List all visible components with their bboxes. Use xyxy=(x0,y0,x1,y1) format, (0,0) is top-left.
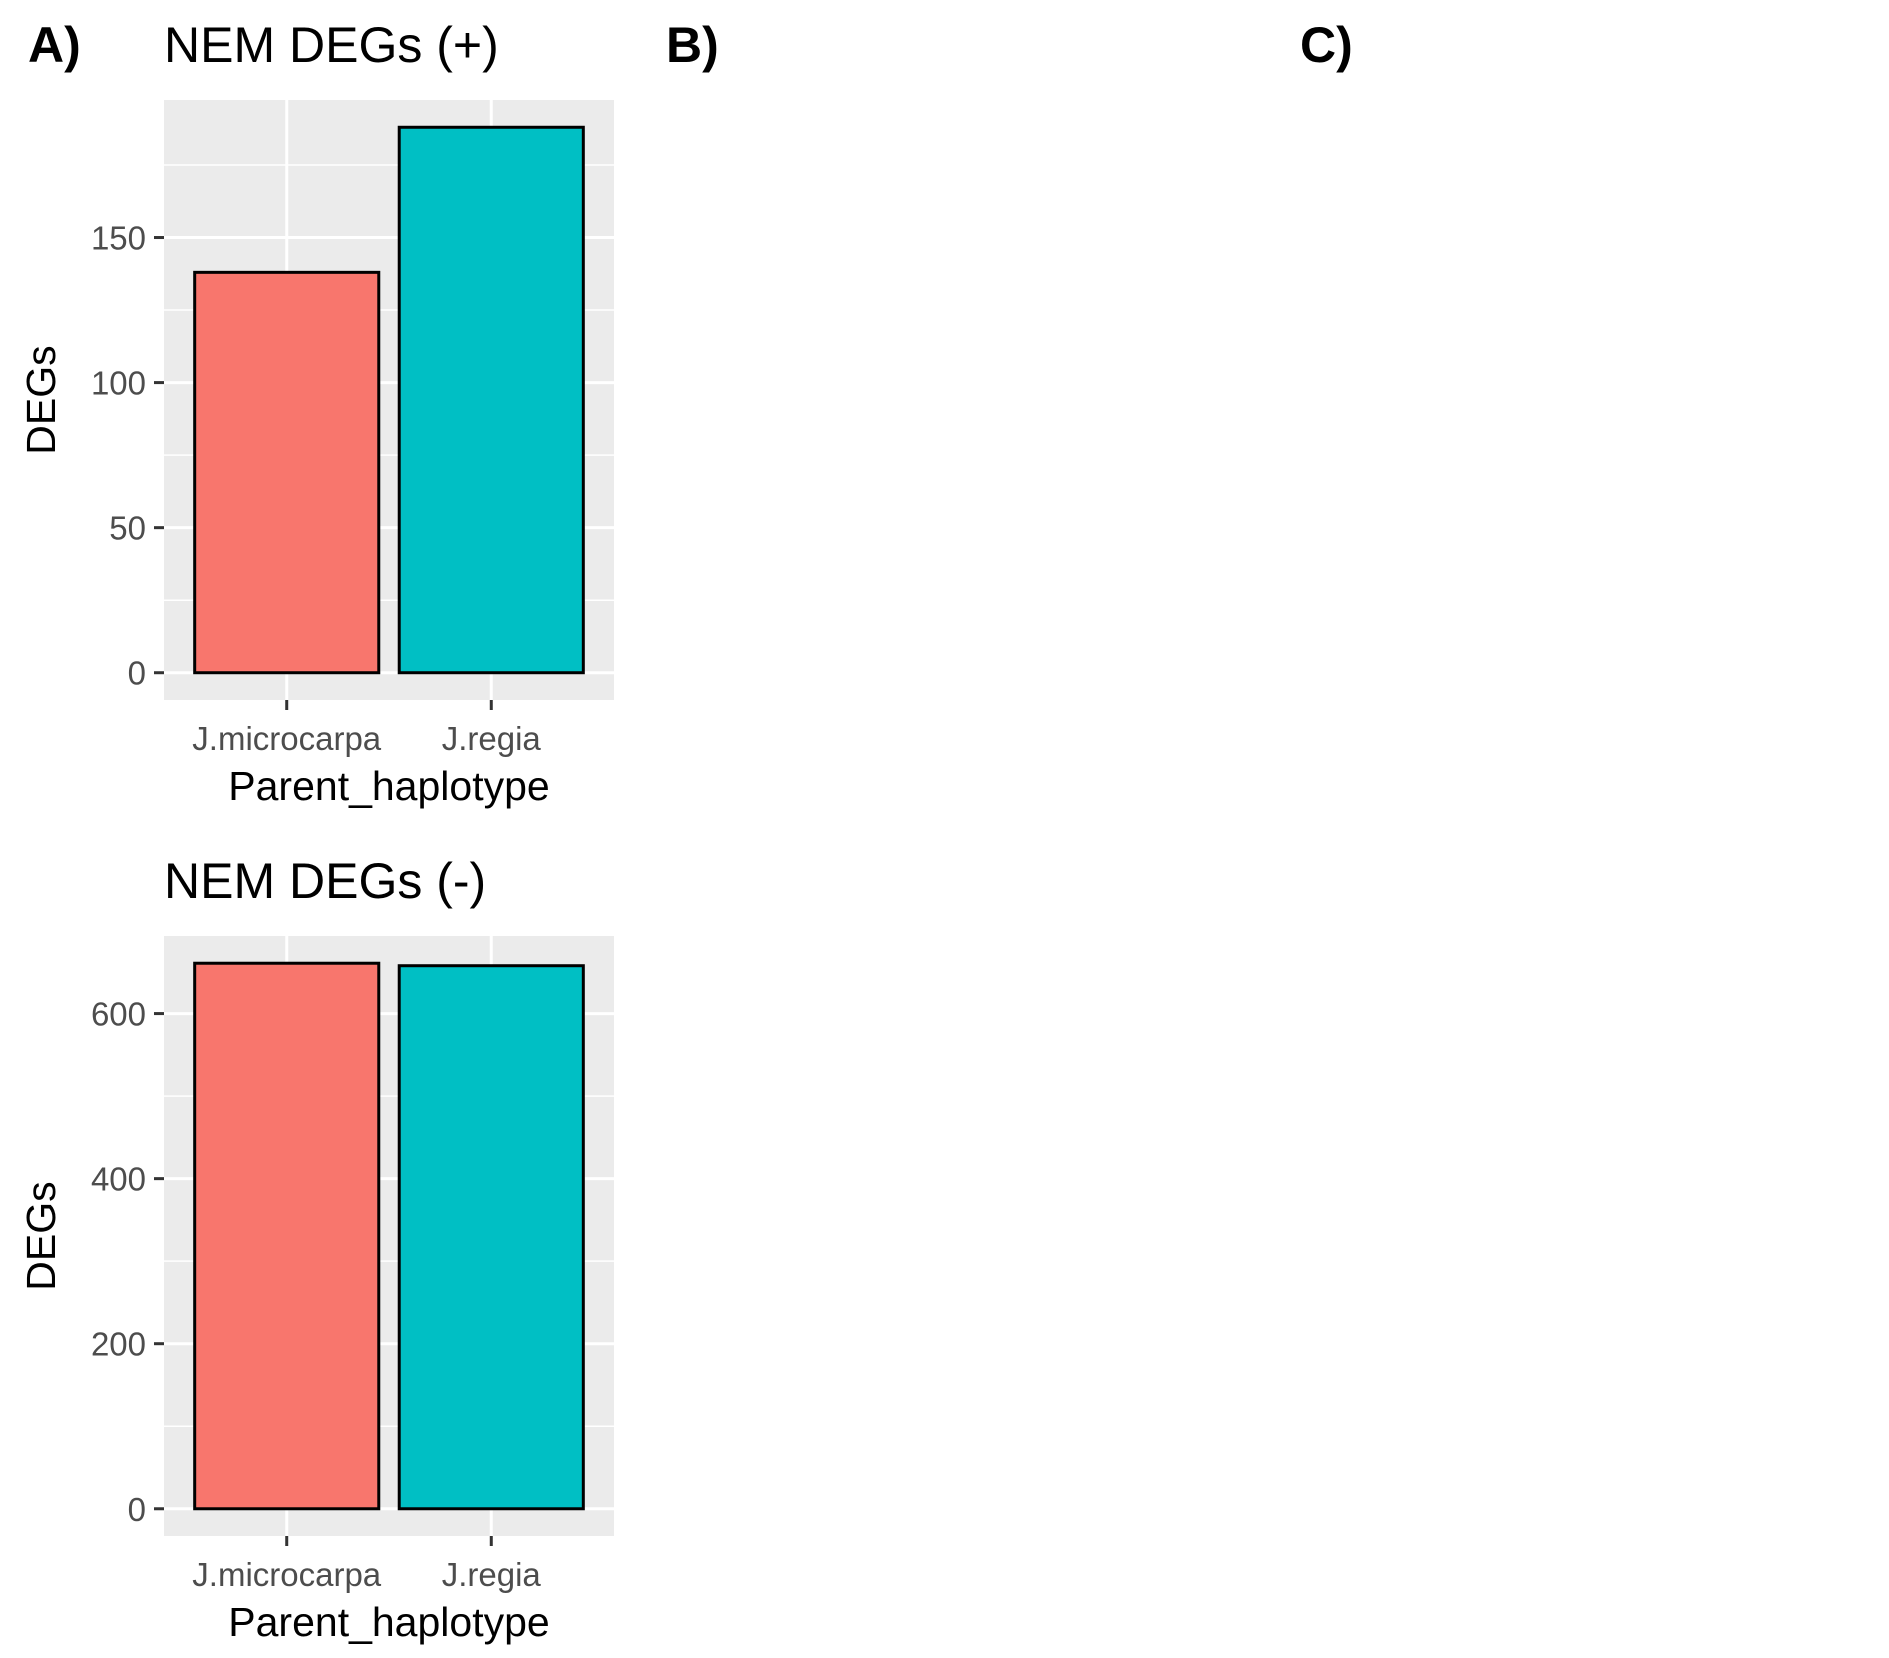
y-tick-label: 400 xyxy=(91,1161,146,1198)
y-tick-label: 600 xyxy=(91,996,146,1033)
panel-label-a: A) xyxy=(28,17,81,73)
panel-label-b: B) xyxy=(666,17,719,73)
chart-title: NEM DEGs (+) xyxy=(164,17,499,73)
y-tick-label: 100 xyxy=(91,365,146,402)
x-tick-label: J.regia xyxy=(442,1556,542,1593)
x-tick-label: J.microcarpa xyxy=(192,720,382,757)
x-axis-label: Parent_haplotype xyxy=(228,1599,549,1645)
y-axis-label: DEGs xyxy=(18,345,64,454)
y-tick-label: 50 xyxy=(109,510,146,547)
bar-j-regia xyxy=(397,964,585,1511)
y-tick-label: 200 xyxy=(91,1326,146,1363)
y-tick-label: 150 xyxy=(91,220,146,257)
chart-title: NEM DEGs (-) xyxy=(164,853,486,909)
chart-nem-degs-minus: 0 200 400 600 J.microcarpa J.regia NEM DEGs (-… xyxy=(18,853,614,1645)
bar-j-microcarpa xyxy=(193,270,381,675)
y-tick-label: 0 xyxy=(128,1491,146,1528)
x-axis-label: Parent_haplotype xyxy=(228,763,549,809)
chart-nem-degs-plus: 0 50 100 150 J.microcarpa J.regia NEM DEGs (+)… xyxy=(18,17,614,809)
bar-j-regia xyxy=(397,125,585,675)
bar-j-microcarpa xyxy=(193,961,381,1511)
y-axis-label: DEGs xyxy=(18,1181,64,1290)
panel-label-c: C) xyxy=(1300,17,1353,73)
y-tick-label: 0 xyxy=(128,655,146,692)
x-tick-label: J.microcarpa xyxy=(192,1556,382,1593)
x-tick-label: J.regia xyxy=(442,720,542,757)
